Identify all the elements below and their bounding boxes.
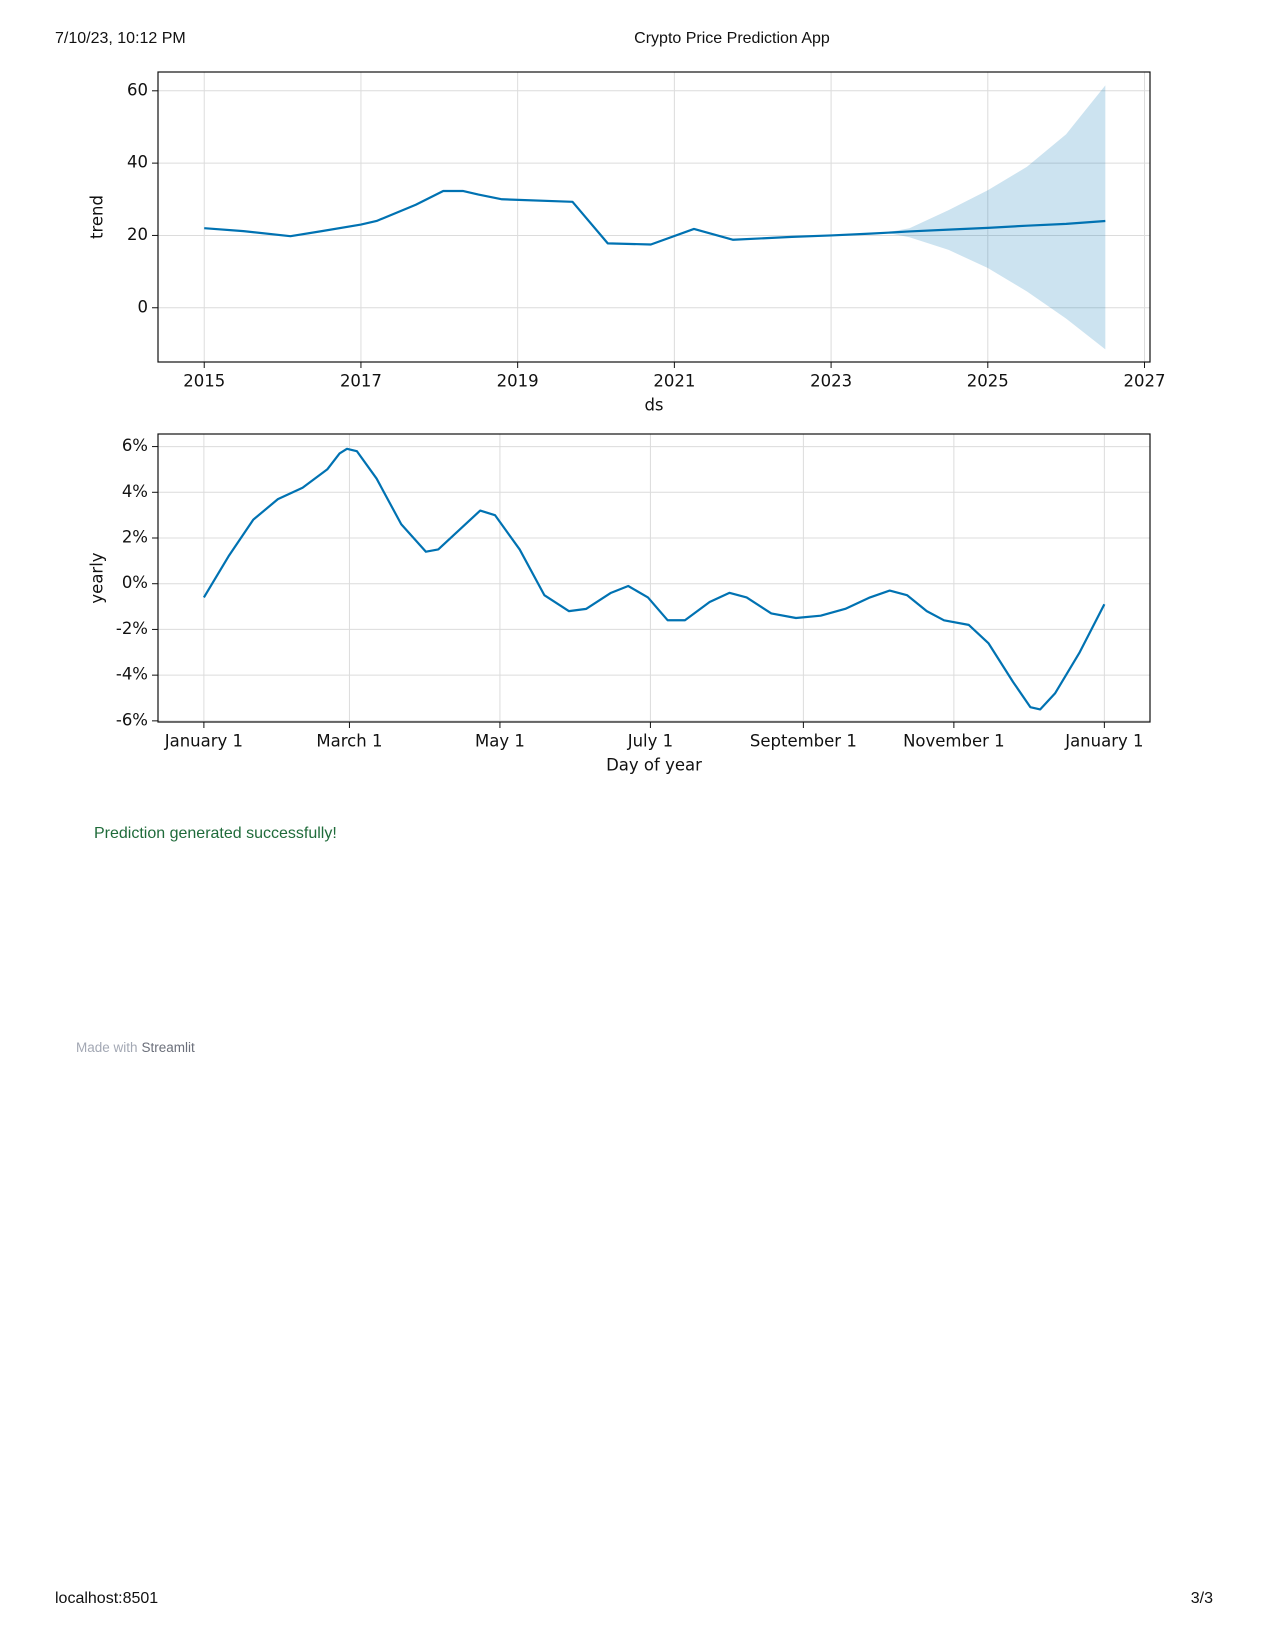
y-tick-label: -2% [116,619,148,638]
x-tick-label: 2017 [340,372,382,391]
print-date: 7/10/23, 10:12 PM [55,30,186,47]
print-url: localhost:8501 [55,1590,159,1607]
y-tick-label: 2% [122,528,148,547]
y-tick-label: 0% [122,573,148,592]
x-tick-label: January 1 [1064,732,1143,751]
success-message: Prediction generated successfully! [94,825,337,842]
x-tick-label: July 1 [627,732,673,751]
x-tick-label: 2027 [1124,372,1166,391]
x-tick-label: May 1 [475,732,525,751]
x-tick-label: March 1 [316,732,382,751]
print-page: 3/3 [1190,1590,1213,1607]
x-tick-label: 2023 [810,372,852,391]
y-tick-label: 60 [127,80,148,99]
y-axis-label: trend [88,195,107,239]
x-tick-label: January 1 [164,732,243,751]
y-tick-label: -6% [116,710,148,729]
x-axis-label: ds [644,396,663,415]
uncertainty-band [885,85,1106,350]
credit-brand[interactable]: Streamlit [141,1040,195,1055]
x-tick-label: September 1 [750,732,857,751]
y-tick-label: 20 [127,225,148,244]
y-tick-label: 4% [122,482,148,501]
y-axis-label: yearly [88,552,107,603]
charts: 2015 2017 2019 2021 2023 2025 2027 0 20 40 60 ds tre… [88,71,1166,775]
y-tick-label: 6% [122,436,148,455]
credit: Made with Streamlit [76,1040,195,1055]
x-tick-label: 2015 [183,372,225,391]
y-tick-label: 0 [138,297,149,316]
series-line [204,189,1106,246]
plot-frame [157,71,1151,363]
x-tick-label: November 1 [903,732,1005,751]
x-tick-label: 2021 [653,372,695,391]
credit-prefix: Made with [76,1040,138,1055]
x-tick-label: 2019 [497,372,539,391]
y-tick-label: 40 [127,153,148,172]
print-title: Crypto Price Prediction App [634,30,830,47]
x-tick-label: 2025 [967,372,1009,391]
y-tick-label: -4% [116,665,148,684]
x-axis-label: Day of year [606,756,702,775]
plot-frame [157,433,1151,723]
series-line [202,447,1106,711]
